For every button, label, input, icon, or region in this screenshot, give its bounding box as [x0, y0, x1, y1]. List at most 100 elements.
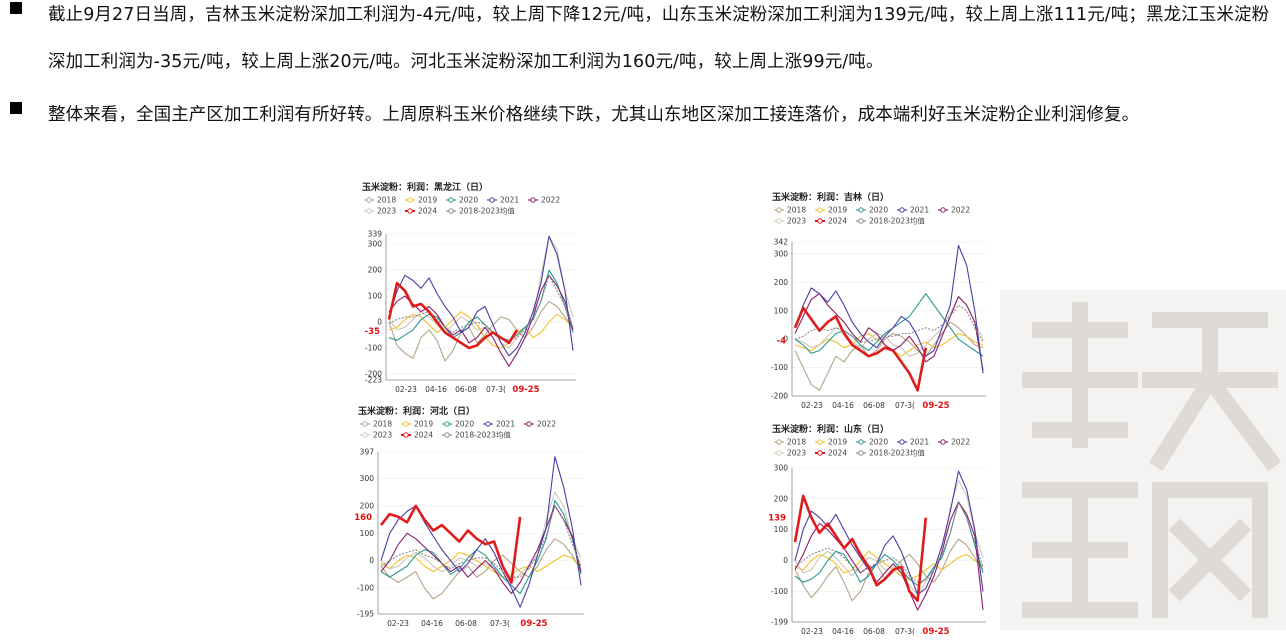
series-line-2018: [388, 300, 574, 362]
y-tick-label: -223: [365, 376, 382, 385]
series-line-2024: [793, 306, 928, 392]
y-tick-label: 100: [368, 292, 383, 301]
series-line-2020: [388, 269, 574, 341]
x-tick-label: 02-23: [387, 619, 409, 628]
legend-item: 2023: [774, 217, 806, 226]
y-tick-label: -195: [357, 610, 374, 619]
legend-label: 2024: [414, 431, 433, 440]
series-line-2022: [380, 505, 582, 595]
legend-item: 2022: [524, 420, 556, 429]
legend-item: 2019: [401, 420, 433, 429]
y-tick-label: 300: [360, 474, 375, 483]
brand-seal-watermark: [1000, 290, 1286, 630]
legend-item: 2018: [774, 206, 806, 215]
legend-item: 2018-2023均值: [442, 430, 511, 440]
y-tick-label: 200: [774, 494, 789, 503]
legend-item: 2021: [897, 206, 929, 215]
series-line-2022: [794, 501, 984, 611]
y-tick-label: -200: [365, 370, 382, 379]
x-tick-label: 07-3(: [490, 619, 510, 628]
chart-title: 玉米淀粉：利润：山东（日）: [772, 423, 889, 435]
legend-label: 2020: [869, 206, 888, 215]
chart-jilin: 玉米淀粉：利润：吉林（日） 2018 2019 2020 2021 2022 2023 202…: [766, 190, 998, 419]
legend-marker: [940, 439, 946, 445]
legend-item: 2024: [401, 431, 433, 440]
series-line-2023: [794, 296, 984, 357]
y-tick-label: 200: [360, 501, 375, 510]
x-tick-label: 04-16: [832, 627, 854, 636]
legend-item: 2021: [483, 420, 515, 429]
legend-label: 2019: [828, 206, 847, 215]
x-tick-label: 06-08: [455, 619, 477, 628]
y-tick-label: 100: [774, 525, 789, 534]
legend-item: 2018-2023均值: [856, 448, 925, 458]
legend-label: 2023: [787, 449, 806, 458]
current-value-label: -4: [777, 336, 787, 346]
legend-item: 2024: [815, 449, 847, 458]
bullet-1: 截止9月27日当周，吉林玉米淀粉深加工利润为-4元/吨，较上周下降12元/吨，山…: [10, 0, 1280, 86]
x-tick-label: 02-23: [801, 627, 823, 636]
y-tick-label: -100: [357, 584, 374, 593]
y-tick-label: -100: [771, 363, 788, 372]
x-tick-label: 07-3(: [486, 385, 506, 394]
series-line-2024: [387, 281, 519, 350]
legend-item: 2022: [938, 438, 970, 447]
legend-marker: [776, 439, 782, 445]
series-line-2022: [794, 293, 984, 371]
legend-item: 2019: [815, 206, 847, 215]
chart-svg-hebei: 玉米淀粉：利润：河北（日） 2018 2019 2020 2021 2022 2023 202…: [354, 405, 584, 629]
x-tick-label: 06-08: [455, 385, 477, 394]
legend-label: 2021: [496, 420, 515, 429]
x-tick-label: 09-25: [520, 619, 547, 629]
series-line-2023: [388, 235, 574, 349]
current-value-label: 160: [354, 513, 372, 523]
legend-item: 2023: [364, 207, 396, 216]
legend-label: 2022: [541, 196, 560, 205]
series-line-2018-2023均值: [380, 505, 582, 578]
legend-label: 2018: [787, 206, 806, 215]
x-tick-label: 07-3(: [895, 627, 915, 636]
y-tick-label: -200: [771, 392, 788, 401]
chart-svg-shandong: 玉米淀粉：利润：山东（日） 2018 2019 2020 2021 2022 2023 202…: [768, 423, 986, 637]
legend-marker: [899, 207, 905, 213]
y-tick-label: 339: [368, 230, 383, 239]
legend-label: 2019: [828, 438, 847, 447]
legend-item: 2020: [442, 420, 474, 429]
legend-marker: [526, 421, 532, 427]
y-tick-label: 0: [783, 556, 788, 565]
y-tick-label: -100: [771, 587, 788, 596]
x-tick-label: 04-16: [832, 401, 854, 410]
legend-marker: [403, 421, 409, 427]
series-line-2018: [380, 538, 582, 600]
legend-marker: [858, 450, 864, 456]
y-tick-label: 0: [369, 556, 374, 565]
legend-label: 2018-2023均值: [869, 448, 925, 458]
y-tick-label: 300: [368, 240, 383, 249]
legend-label: 2021: [500, 196, 519, 205]
legend-label: 2019: [418, 196, 437, 205]
legend-label: 2020: [459, 196, 478, 205]
chart-title: 玉米淀粉：利润：吉林（日）: [772, 191, 889, 203]
legend-label: 2018: [373, 420, 392, 429]
series-line-2019: [794, 550, 984, 580]
legend-item: 2022: [528, 196, 560, 205]
y-tick-label: 200: [368, 266, 383, 275]
legend-marker: [817, 218, 823, 224]
legend-item: 2023: [774, 449, 806, 458]
legend-marker: [448, 197, 454, 203]
legend-label: 2021: [910, 438, 929, 447]
legend-item: 2018: [360, 420, 392, 429]
x-tick-label: 09-25: [922, 401, 949, 411]
legend-item: 2022: [938, 206, 970, 215]
series-line-2020: [794, 293, 984, 357]
legend-marker: [940, 207, 946, 213]
legend-item: 2024: [405, 207, 437, 216]
legend-item: 2021: [487, 196, 519, 205]
series-line-2019: [388, 311, 574, 349]
legend-label: 2024: [418, 207, 437, 216]
legend-label: 2018-2023均值: [455, 430, 511, 440]
legend-label: 2018: [377, 196, 396, 205]
legend-marker: [899, 439, 905, 445]
legend-label: 2023: [787, 217, 806, 226]
chart-heilongjiang: 玉米淀粉：利润：黑龙江（日） 2018 2019 2020 2021 2022 2023 20…: [356, 180, 588, 409]
